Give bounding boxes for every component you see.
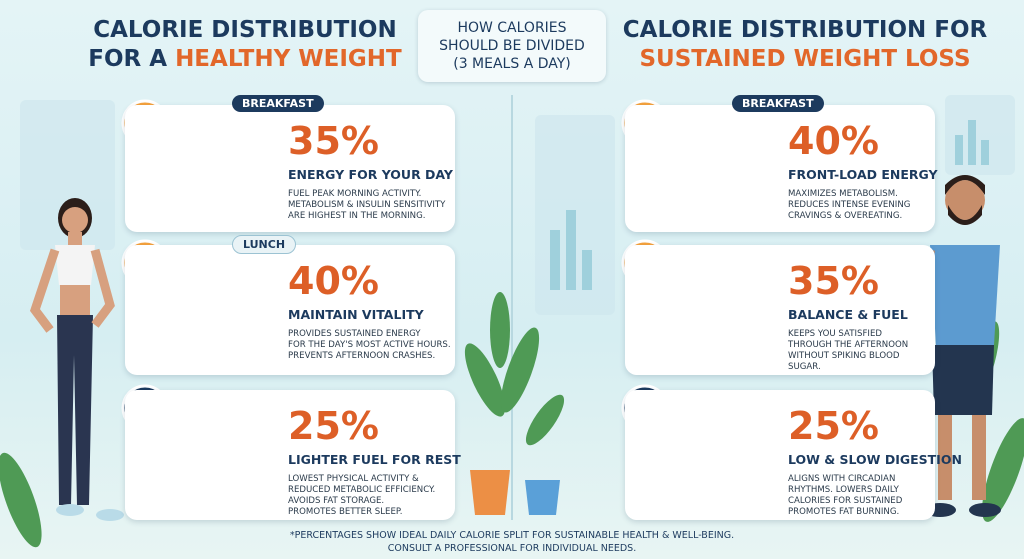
meal-description: PREVENTS AFTERNOON CRASHES. xyxy=(288,351,436,361)
meal-heading: MAINTAIN VITALITY xyxy=(288,307,424,322)
meal-card: 25% LOW & SLOW DIGESTION ALIGNS WITH CIRCA… xyxy=(625,390,962,520)
center-box: HOW CALORIES SHOULD BE DIVIDED (3 MEALS A … xyxy=(418,10,606,82)
meal-card: 40% FRONT-LOAD ENERGY MAXIMIZES METABOLISM… xyxy=(625,105,938,232)
percent: 40% xyxy=(288,259,379,303)
meal-description: REDUCES INTENSE EVENING xyxy=(788,200,911,210)
footnote: *PERCENTAGES SHOW IDEAL DAILY CALORIE SP… xyxy=(289,530,735,541)
title-prefix: FOR A xyxy=(88,46,168,72)
percent: 25% xyxy=(288,404,379,448)
percent: 40% xyxy=(788,119,879,163)
meal-card: 25% LIGHTER FUEL FOR REST LOWEST PHYSICAL … xyxy=(125,390,461,520)
meal-description: AVOIDS FAT STORAGE. xyxy=(288,496,385,506)
meal-description: KEEPS YOU SATISFIED xyxy=(788,329,883,339)
meal-description: RHYTHMS. LOWERS DAILY xyxy=(788,485,899,495)
meal-description: LOWEST PHYSICAL ACTIVITY & xyxy=(288,474,419,484)
woman xyxy=(29,198,124,521)
meal-description: WITHOUT SPIKING BLOOD xyxy=(788,351,900,361)
meal-card: 40% MAINTAIN VITALITY PROVIDES SUSTAINED E… xyxy=(125,245,455,375)
meal-heading: LIGHTER FUEL FOR REST xyxy=(288,452,461,467)
left-title-line2: FOR A HEALTHY WEIGHT xyxy=(60,45,430,74)
percent: 35% xyxy=(788,259,879,303)
meal-description: REDUCED METABOLIC EFFICIENCY. xyxy=(288,485,436,495)
meal-heading: ENERGY FOR YOUR DAY xyxy=(288,167,453,182)
meal-card: 35% ENERGY FOR YOUR DAY FUEL PEAK MORNING … xyxy=(125,105,455,232)
percent: 35% xyxy=(288,119,379,163)
meal-description: CALORIES FOR SUSTAINED xyxy=(788,496,903,506)
meal-description: THROUGH THE AFTERNOON xyxy=(788,340,909,350)
footnote: CONSULT A PROFESSIONAL FOR INDIVIDUAL NE… xyxy=(387,543,637,554)
center-title-line: SHOULD BE DIVIDED xyxy=(439,38,585,54)
center-title-line: (3 MEALS A DAY) xyxy=(453,56,571,72)
meal-label: BREAKFAST xyxy=(232,95,324,112)
right-title-line1: CALORIE DISTRIBUTION FOR xyxy=(622,17,988,43)
meal-description: ALIGNS WITH CIRCADIAN xyxy=(788,474,896,484)
percent: 25% xyxy=(788,404,879,448)
meal-description: FOR THE DAY'S MOST ACTIVE HOURS. xyxy=(288,340,451,350)
meal-heading: FRONT-LOAD ENERGY xyxy=(788,167,938,182)
meal-label: BREAKFAST xyxy=(732,95,824,112)
meal-description: PROMOTES BETTER SLEEP. xyxy=(288,507,403,517)
title-highlight: HEALTHY WEIGHT xyxy=(175,46,402,72)
center-title-line: HOW CALORIES xyxy=(457,20,567,36)
meal-description: MAXIMIZES METABOLISM. xyxy=(788,189,898,199)
man xyxy=(914,175,1001,517)
meal-description: METABOLISM & INSULIN SENSITIVITY xyxy=(288,200,446,210)
meal-description: PROVIDES SUSTAINED ENERGY xyxy=(288,329,421,339)
meal-heading: BALANCE & FUEL xyxy=(788,307,908,322)
meal-description: SUGAR. xyxy=(788,362,821,372)
meal-label: LUNCH xyxy=(232,235,297,254)
meal-heading: LOW & SLOW DIGESTION xyxy=(788,452,962,467)
meal-description: ARE HIGHEST IN THE MORNING. xyxy=(288,211,426,221)
meal-description: FUEL PEAK MORNING ACTIVITY. xyxy=(288,189,422,199)
meal-description: PROMOTES FAT BURNING. xyxy=(788,507,900,517)
meal-card: 35% BALANCE & FUEL KEEPS YOU SATISFIED THRO… xyxy=(625,245,935,375)
meal-description: CRAVINGS & OVEREATING. xyxy=(788,211,903,221)
right-title-line2: SUSTAINED WEIGHT LOSS xyxy=(639,46,971,72)
left-title-line1: CALORIE DISTRIBUTION xyxy=(93,17,397,43)
